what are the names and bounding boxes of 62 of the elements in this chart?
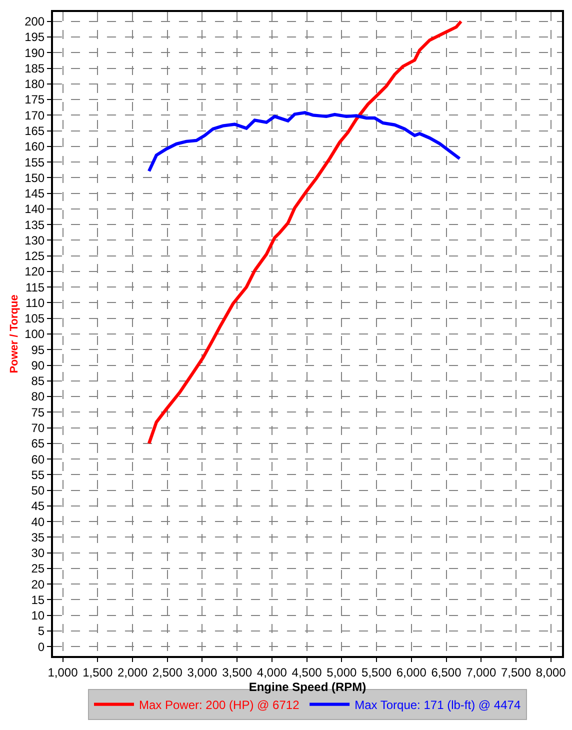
x-tick-label: 5,500 <box>362 665 392 680</box>
y-tick-label: 140 <box>24 202 45 216</box>
y-tick-label: 155 <box>24 155 45 170</box>
y-tick-label: 185 <box>24 61 45 76</box>
y-tick-label: 165 <box>24 124 45 138</box>
y-tick-label: 180 <box>24 77 45 92</box>
y-tick-label: 100 <box>24 327 45 342</box>
y-axis-title: Power / Torque <box>8 294 21 374</box>
x-tick-label: 1,500 <box>82 665 113 680</box>
y-tick-label: 15 <box>31 592 45 607</box>
y-tick-label: 35 <box>31 530 45 544</box>
y-tick-label: 80 <box>31 390 45 404</box>
y-tick-label: 30 <box>31 546 45 560</box>
y-tick-label: 95 <box>31 342 45 357</box>
y-tick-label: 115 <box>25 280 45 294</box>
x-tick-label: 3,500 <box>222 665 252 680</box>
y-tick-label: 60 <box>31 452 45 466</box>
x-tick-label: 6,000 <box>396 665 427 680</box>
y-tick-label: 75 <box>31 405 45 420</box>
y-tick-label: 90 <box>31 358 45 372</box>
y-tick-label: 110 <box>25 296 45 310</box>
x-tick-label: 5,000 <box>326 665 358 680</box>
legend-label: Max Torque: 171 (lb-ft) @ 4474 <box>354 698 521 712</box>
y-tick-label: 125 <box>24 249 45 264</box>
y-tick-label: 0 <box>38 640 45 654</box>
y-tick-label: 145 <box>24 186 45 201</box>
y-tick-label: 150 <box>24 170 45 185</box>
y-tick-label: 20 <box>31 577 45 592</box>
y-tick-label: 50 <box>31 484 45 498</box>
y-tick-label: 5 <box>38 624 45 638</box>
x-tick-label: 7,000 <box>466 665 496 680</box>
y-tick-label: 45 <box>31 499 45 514</box>
y-tick-label: 85 <box>31 374 45 388</box>
y-tick-label: 40 <box>31 514 45 529</box>
y-tick-label: 130 <box>24 233 45 248</box>
y-tick-label: 70 <box>31 420 45 435</box>
legend-label: Max Power: 200 (HP) @ 6712 <box>139 698 300 712</box>
x-tick-label: 2,000 <box>117 665 148 680</box>
x-axis-title: Engine Speed (RPM) <box>248 680 366 694</box>
x-tick-label: 2,500 <box>152 665 183 680</box>
line-series <box>147 20 463 446</box>
y-tick-label: 120 <box>24 264 45 279</box>
y-tick-label: 65 <box>31 436 45 451</box>
y-tick-label: 190 <box>24 46 45 60</box>
x-tick-label: 1,000 <box>48 665 78 680</box>
x-tick-label: 8,000 <box>536 665 566 680</box>
y-tick-label: 135 <box>24 218 45 232</box>
x-tick-label: 4,500 <box>292 665 322 680</box>
line-series <box>147 111 462 173</box>
x-tick-label: 3,000 <box>187 665 218 680</box>
y-tick-label: 160 <box>24 140 45 154</box>
x-tick-label: 4,000 <box>256 665 288 680</box>
y-tick-label: 195 <box>24 30 45 44</box>
x-tick-label: 6,500 <box>431 665 462 680</box>
y-tick-label: 175 <box>24 92 45 107</box>
y-tick-label: 10 <box>31 608 45 623</box>
y-tick-label: 105 <box>24 312 45 326</box>
y-tick-label: 55 <box>31 468 45 482</box>
y-tick-label: 170 <box>24 108 45 122</box>
x-tick-label: 7,500 <box>500 665 532 680</box>
y-tick-label: 25 <box>31 562 45 576</box>
y-tick-label: 200 <box>24 14 45 29</box>
